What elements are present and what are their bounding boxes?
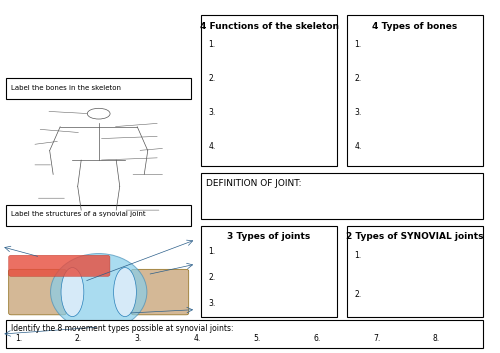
Text: 3 Types of joints: 3 Types of joints (228, 232, 310, 241)
FancyBboxPatch shape (347, 226, 483, 317)
Text: Label the bones in the skeleton: Label the bones in the skeleton (11, 85, 121, 91)
Ellipse shape (61, 268, 84, 317)
FancyBboxPatch shape (201, 226, 337, 317)
Text: 5.: 5. (254, 334, 261, 343)
Text: 7.: 7. (373, 334, 380, 343)
Text: 1.: 1. (354, 40, 362, 49)
Text: 4 Functions of the skeleton: 4 Functions of the skeleton (200, 22, 338, 31)
Text: 2.: 2. (75, 334, 82, 343)
FancyBboxPatch shape (201, 16, 337, 166)
Ellipse shape (50, 253, 147, 331)
FancyBboxPatch shape (132, 269, 188, 315)
Text: 3.: 3. (208, 299, 216, 307)
Text: 2 Types of SYNOVIAL joints: 2 Types of SYNOVIAL joints (346, 232, 484, 241)
Ellipse shape (88, 108, 110, 119)
Text: 4.: 4. (354, 142, 362, 151)
Text: 3.: 3. (354, 108, 362, 117)
Ellipse shape (114, 268, 136, 317)
Text: 2.: 2. (354, 289, 362, 299)
FancyBboxPatch shape (8, 255, 110, 276)
Text: 8.: 8. (432, 334, 440, 343)
Text: 4 Types of bones: 4 Types of bones (372, 22, 458, 31)
Text: Label the structures of a synovial joint: Label the structures of a synovial joint (11, 211, 145, 217)
Text: 1.: 1. (354, 251, 362, 260)
FancyBboxPatch shape (201, 173, 483, 219)
Text: 4.: 4. (194, 334, 202, 343)
FancyBboxPatch shape (6, 78, 191, 100)
Text: 2.: 2. (208, 74, 216, 83)
Text: 1.: 1. (208, 40, 216, 49)
Text: Identify the 8 movement types possible at synovial joints:: Identify the 8 movement types possible a… (11, 324, 234, 333)
FancyBboxPatch shape (6, 320, 483, 348)
Text: 3.: 3. (208, 108, 216, 117)
FancyBboxPatch shape (347, 16, 483, 166)
Text: 1.: 1. (15, 334, 22, 343)
Text: 6.: 6. (313, 334, 320, 343)
FancyBboxPatch shape (6, 204, 191, 226)
Text: DEFINITION OF JOINT:: DEFINITION OF JOINT: (206, 179, 302, 188)
FancyBboxPatch shape (8, 269, 66, 315)
Text: 2.: 2. (208, 273, 216, 282)
Text: 4.: 4. (208, 142, 216, 151)
Text: 3.: 3. (134, 334, 141, 343)
Text: 2.: 2. (354, 74, 362, 83)
Text: 1.: 1. (208, 247, 216, 256)
